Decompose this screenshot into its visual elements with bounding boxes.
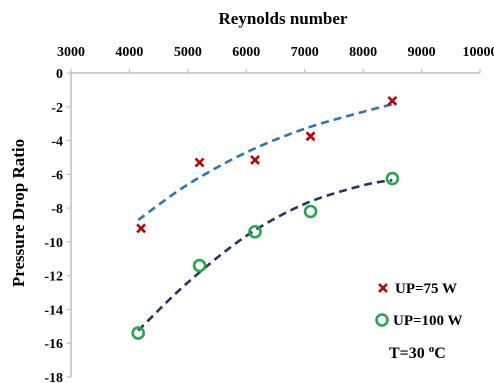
x-tick-label: 4000 bbox=[115, 45, 143, 60]
point-up75 bbox=[250, 155, 260, 165]
y-tick-label: -14 bbox=[44, 303, 63, 318]
legend-label-up100: UP=100 W bbox=[393, 313, 463, 329]
x-tick-label: 10000 bbox=[463, 45, 494, 60]
x-tick-label: 6000 bbox=[232, 45, 260, 60]
y-tick-label: -6 bbox=[51, 168, 63, 183]
x-tick: 5000 bbox=[174, 45, 202, 73]
point-up75 bbox=[136, 223, 147, 234]
y-tick: -6 bbox=[51, 168, 71, 183]
y-tick: -2 bbox=[51, 101, 71, 116]
trendline-up75 bbox=[137, 102, 393, 221]
y-tick-label: -2 bbox=[51, 101, 63, 116]
point-up100 bbox=[131, 326, 145, 340]
y-tick-label: 0 bbox=[56, 67, 63, 82]
x-tick: 9000 bbox=[408, 45, 436, 73]
point-up75 bbox=[194, 157, 205, 168]
temperature-annotation: T=30 oC bbox=[389, 343, 446, 362]
y-tick: -4 bbox=[51, 135, 71, 150]
trendline-up100 bbox=[137, 178, 393, 332]
legend-marker-up100 bbox=[375, 313, 389, 327]
trendlines bbox=[137, 102, 393, 332]
point-up100 bbox=[192, 258, 207, 273]
x-tick: 4000 bbox=[115, 45, 143, 73]
x-tick-label: 3000 bbox=[57, 45, 85, 60]
x-axis-title: Reynolds number bbox=[219, 9, 348, 28]
point-up100 bbox=[248, 224, 262, 239]
y-tick: -14 bbox=[44, 303, 71, 318]
x-tick: 10000 bbox=[463, 45, 494, 73]
y-tick: -10 bbox=[44, 236, 71, 251]
y-axis-title: Pressure Drop Ratio bbox=[9, 139, 28, 287]
legend-marker-up75 bbox=[378, 283, 388, 293]
legend: UP=75 W UP=100 W bbox=[375, 281, 463, 329]
y-tick-label: -10 bbox=[44, 236, 63, 251]
y-tick: -8 bbox=[51, 202, 71, 217]
x-tick: 7000 bbox=[291, 45, 319, 73]
y-axis-ticks: 0 -2 -4 -6 -8 -10 -12 -14 -16 -18 bbox=[44, 67, 71, 383]
point-up100 bbox=[385, 171, 400, 186]
y-tick-label: -4 bbox=[51, 135, 63, 150]
legend-label-up75: UP=75 W bbox=[395, 281, 457, 297]
y-tick-label: -8 bbox=[51, 202, 63, 217]
point-up75 bbox=[305, 131, 316, 142]
y-tick: 0 bbox=[56, 67, 71, 82]
point-up100 bbox=[303, 204, 318, 219]
point-up75 bbox=[387, 95, 398, 106]
x-tick-label: 5000 bbox=[174, 45, 202, 60]
y-tick-label: -12 bbox=[44, 270, 63, 285]
x-tick-label: 9000 bbox=[408, 45, 436, 60]
y-tick: -16 bbox=[44, 337, 71, 352]
data-points bbox=[131, 95, 400, 340]
x-axis-ticks: 3000 4000 5000 6000 7000 8000 9000 10000 bbox=[57, 45, 494, 73]
x-tick-label: 7000 bbox=[291, 45, 319, 60]
y-tick: -18 bbox=[44, 371, 71, 383]
x-tick-label: 8000 bbox=[349, 45, 377, 60]
y-tick: -12 bbox=[44, 270, 71, 285]
y-tick-label: -16 bbox=[44, 337, 63, 352]
x-tick: 8000 bbox=[349, 45, 377, 73]
y-tick-label: -18 bbox=[44, 371, 63, 383]
x-tick: 6000 bbox=[232, 45, 260, 73]
